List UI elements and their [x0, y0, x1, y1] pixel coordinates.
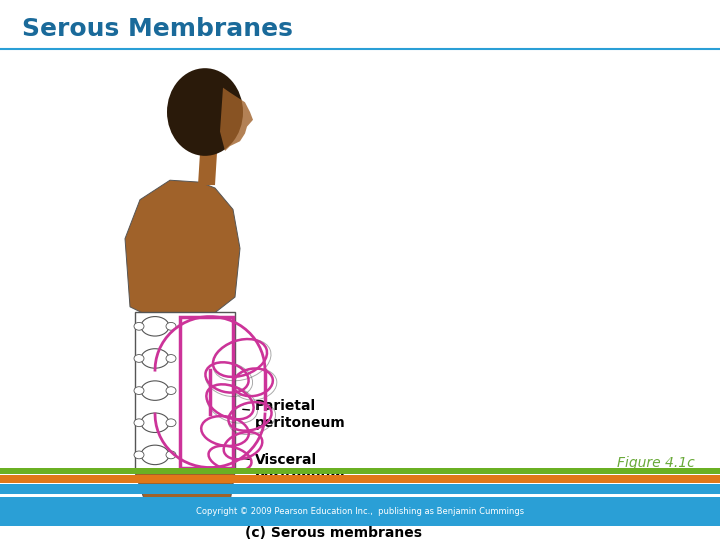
- Text: Figure 4.1c: Figure 4.1c: [617, 456, 695, 470]
- Ellipse shape: [134, 419, 144, 427]
- Ellipse shape: [166, 451, 176, 459]
- Ellipse shape: [141, 413, 169, 433]
- Ellipse shape: [134, 355, 144, 362]
- Bar: [0, 468, 720, 474]
- Ellipse shape: [141, 316, 169, 336]
- Polygon shape: [135, 472, 235, 516]
- Text: Copyright © 2009 Pearson Education Inc.,  publishing as Benjamin Cummings: Copyright © 2009 Pearson Education Inc.,…: [196, 507, 524, 516]
- Bar: [0, 475, 720, 483]
- Ellipse shape: [167, 68, 243, 156]
- Polygon shape: [198, 153, 217, 185]
- Text: Visceral
peritoneum: Visceral peritoneum: [243, 453, 346, 483]
- Bar: [0, 497, 720, 526]
- Bar: [0, 484, 720, 494]
- Bar: [180, 316, 233, 468]
- Ellipse shape: [134, 451, 144, 459]
- Ellipse shape: [141, 381, 169, 400]
- Polygon shape: [220, 87, 253, 151]
- Ellipse shape: [134, 322, 144, 330]
- Ellipse shape: [141, 445, 169, 464]
- Ellipse shape: [166, 419, 176, 427]
- Bar: [135, 312, 235, 472]
- Ellipse shape: [166, 387, 176, 395]
- Ellipse shape: [166, 322, 176, 330]
- Polygon shape: [125, 180, 240, 316]
- Ellipse shape: [134, 387, 144, 395]
- Text: (c) Serous membranes: (c) Serous membranes: [245, 526, 422, 540]
- Text: Parietal
peritoneum: Parietal peritoneum: [243, 400, 346, 430]
- Ellipse shape: [141, 349, 169, 368]
- Polygon shape: [147, 516, 187, 540]
- Text: Serous Membranes: Serous Membranes: [22, 17, 293, 41]
- Ellipse shape: [166, 355, 176, 362]
- Polygon shape: [190, 516, 225, 540]
